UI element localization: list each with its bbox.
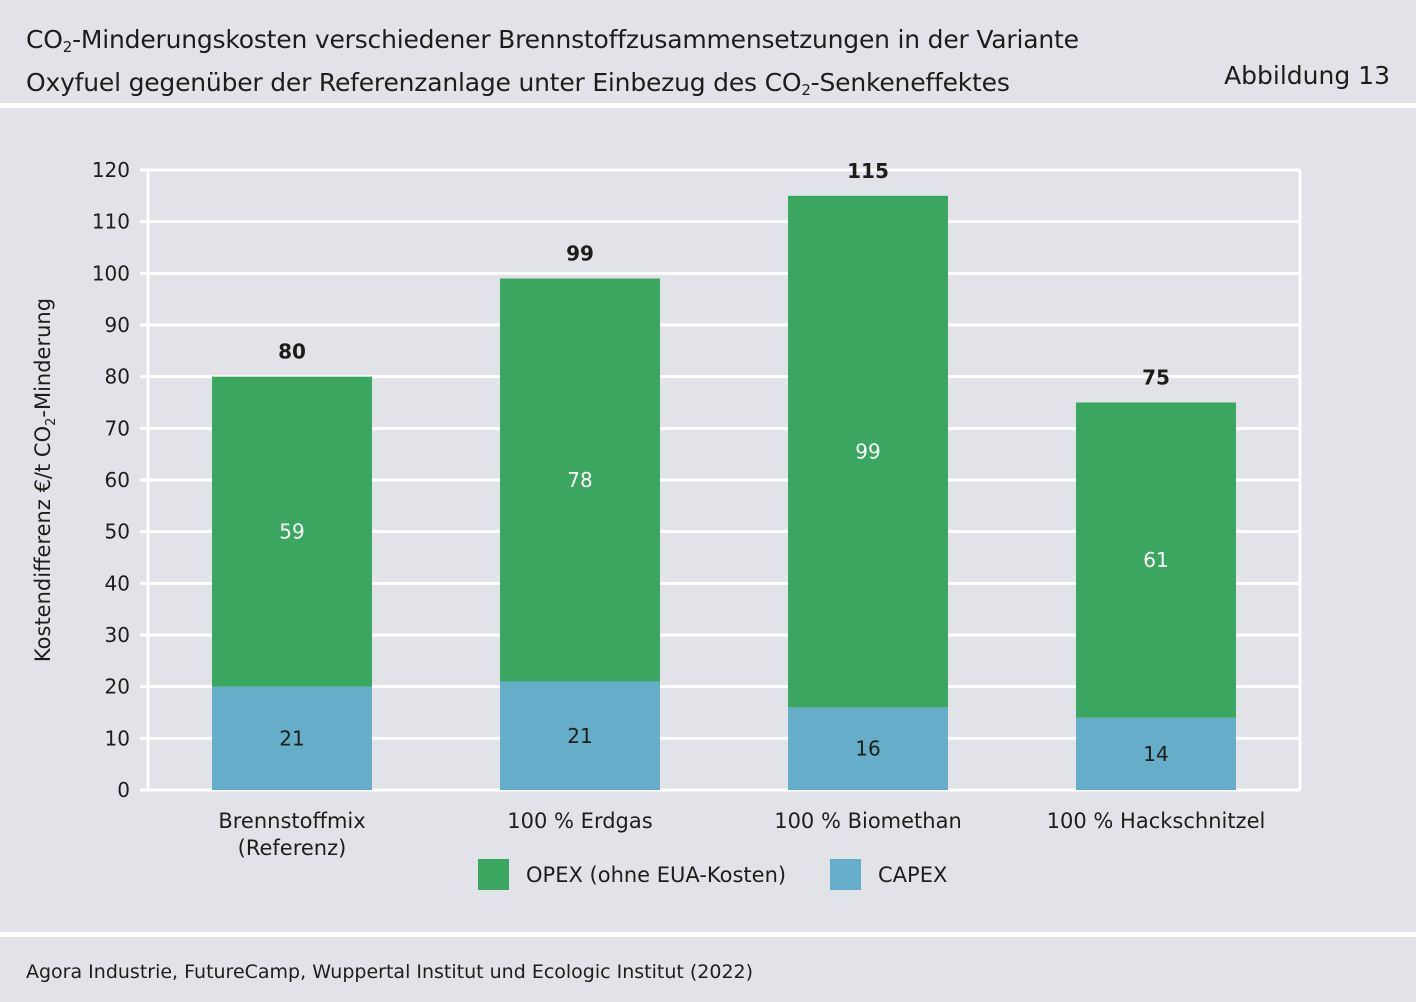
bar-capex — [788, 707, 948, 790]
header-divider — [0, 103, 1416, 108]
bar-opex — [212, 376, 372, 687]
bar-total-label: 115 — [847, 159, 889, 183]
y-tick-label: 70 — [105, 416, 130, 440]
legend-label: CAPEX — [878, 863, 947, 887]
y-tick-label: 80 — [105, 365, 130, 389]
bar-total-label: 75 — [1142, 366, 1170, 390]
y-tick-label: 20 — [105, 675, 130, 699]
legend-swatch — [478, 859, 509, 890]
stacked-bar-chart: 0 10 20 30 40 50 60 70 80 90 100 110 120 Kostendiffer… — [31, 158, 1302, 890]
bar-value-label: 21 — [279, 726, 304, 750]
y-tick-label: 110 — [92, 210, 130, 234]
y-tick-label: 30 — [105, 623, 130, 647]
bar-value-label: 14 — [1143, 742, 1168, 766]
bar-capex — [500, 681, 660, 790]
y-tick-label: 0 — [117, 778, 130, 802]
source-note: Agora Industrie, FutureCamp, Wuppertal I… — [26, 961, 754, 983]
x-category-label: 100 % Erdgas — [507, 809, 652, 833]
y-tick-label: 90 — [105, 313, 130, 337]
y-tick-label: 100 — [92, 261, 130, 285]
y-tick-label: 10 — [105, 726, 130, 750]
bar-value-label: 61 — [1143, 548, 1168, 572]
bar-value-label: 21 — [567, 724, 592, 748]
y-tick-label: 40 — [105, 571, 130, 595]
footer-divider — [0, 932, 1416, 937]
bar-capex — [1076, 717, 1236, 790]
bar-value-label: 78 — [567, 468, 592, 492]
chart-title: CO2-Minderungskosten verschiedener Brenn… — [26, 22, 1396, 108]
x-category-label: (Referenz) — [238, 836, 347, 860]
y-tick-label: 60 — [105, 468, 130, 492]
bar-value-label: 99 — [855, 440, 880, 464]
y-tick-label: 50 — [105, 520, 130, 544]
bar-value-label: 59 — [279, 520, 304, 544]
bar-value-label: 16 — [855, 737, 880, 761]
bar-opex — [1076, 402, 1236, 718]
x-category-label: 100 % Hackschnitzel — [1047, 809, 1266, 833]
bar-capex — [212, 686, 372, 790]
bar-opex — [500, 278, 660, 682]
title-line-1: CO2-Minderungskosten verschiedener Brenn… — [26, 25, 1079, 56]
legend-swatch — [830, 859, 861, 890]
legend-label: OPEX (ohne EUA-Kosten) — [526, 863, 786, 887]
figure-label: Abbildung 13 — [1224, 61, 1390, 90]
bar-total-label: 80 — [278, 340, 306, 364]
bar-opex — [788, 195, 948, 708]
bar-total-label: 99 — [566, 242, 594, 266]
y-tick-label: 120 — [92, 158, 130, 182]
x-category-label: 100 % Biomethan — [774, 809, 962, 833]
x-category-label: Brennstoffmix — [218, 809, 365, 833]
y-axis-label: Kostendifferenz €/t CO2-Minderung — [31, 298, 59, 662]
title-line-2: Oxyfuel gegenüber der Referenzanlage unt… — [26, 67, 1010, 99]
